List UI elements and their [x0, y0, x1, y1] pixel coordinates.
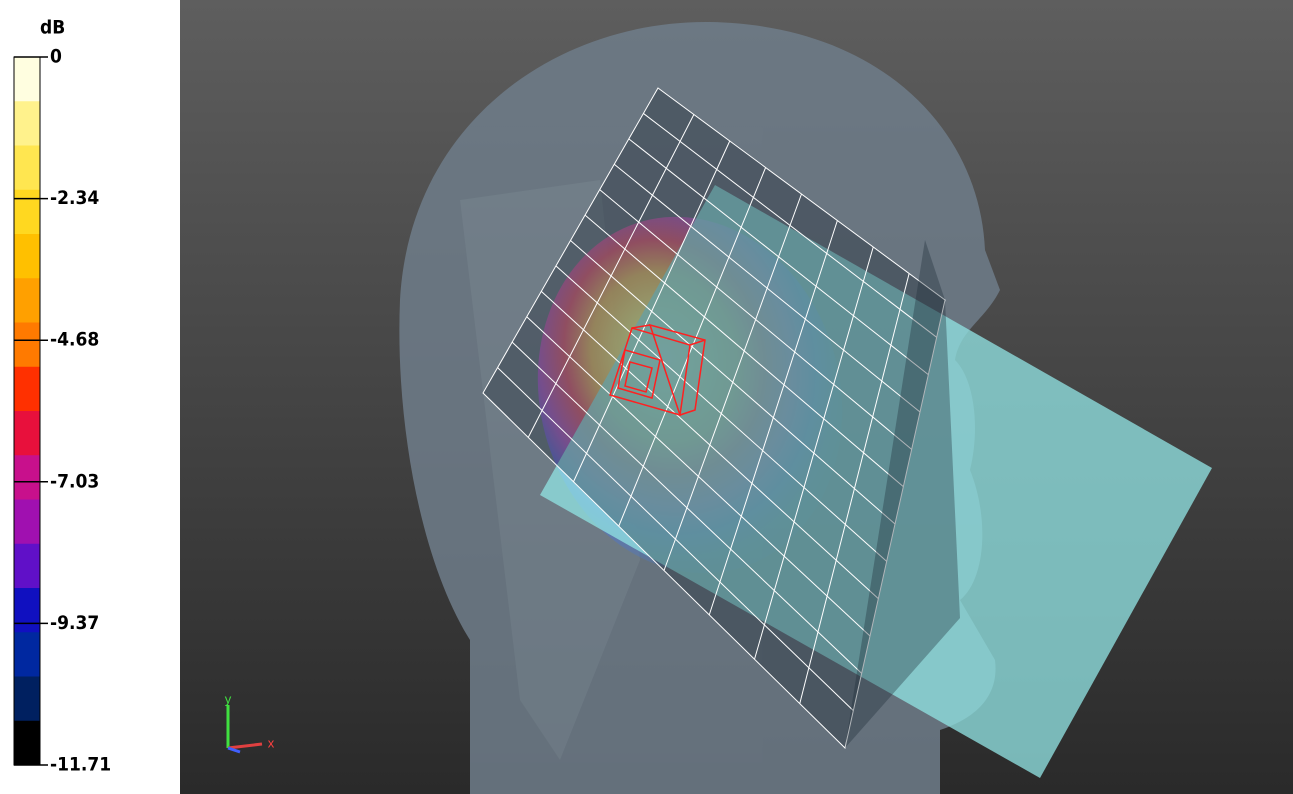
- colorbar-band: [14, 588, 40, 633]
- colorbar-band: [14, 189, 40, 235]
- colorbar-band: [14, 101, 40, 146]
- grid-line: [628, 138, 929, 376]
- grid-line: [613, 163, 921, 413]
- colorbar-tick-label: -7.03: [50, 470, 99, 492]
- axis-y-label: y: [225, 691, 232, 706]
- colorbar: dB 0 -2.34 -4.68 -7.03 -9.37 -11.71: [13, 17, 111, 776]
- grid-line: [643, 113, 937, 338]
- colorbar-band: [14, 366, 40, 412]
- grid-line: [526, 316, 871, 637]
- colorbar-band: [14, 234, 40, 279]
- mesh-grid: [482, 87, 946, 749]
- axis-triad: y x: [225, 691, 275, 754]
- grid-line: [511, 341, 863, 674]
- grid-line: [497, 367, 854, 712]
- phone-plane: [540, 185, 1212, 778]
- colorbar-band: [14, 455, 40, 500]
- grid-line: [555, 265, 887, 562]
- grid-line: [584, 214, 904, 488]
- colorbar-band: [14, 676, 40, 722]
- colorbar-tick-label: -4.68: [50, 329, 99, 351]
- colorbar-band: [14, 720, 40, 766]
- axis-x-label: x: [268, 735, 275, 750]
- colorbar-band: [14, 57, 40, 102]
- grid-line: [570, 240, 896, 525]
- grid-line: [540, 290, 879, 600]
- colorbar-tick-label: -9.37: [50, 612, 99, 634]
- colorbar-unit: dB: [40, 17, 65, 39]
- colorbar-band: [14, 145, 40, 191]
- colorbar-tick-label: 0: [50, 46, 62, 68]
- colorbar-band: [14, 322, 40, 368]
- colorbar-tick-label: -2.34: [50, 187, 99, 209]
- grid-line: [599, 189, 912, 450]
- source: [609, 323, 706, 416]
- colorbar-band: [14, 278, 40, 323]
- colorbar-band: [14, 543, 40, 589]
- colorbar-band: [14, 411, 40, 456]
- colorbar-band: [14, 632, 40, 677]
- colorbar-tick-label: -11.71: [50, 754, 111, 776]
- grid-side: [845, 240, 960, 748]
- colorbar-band: [14, 499, 40, 545]
